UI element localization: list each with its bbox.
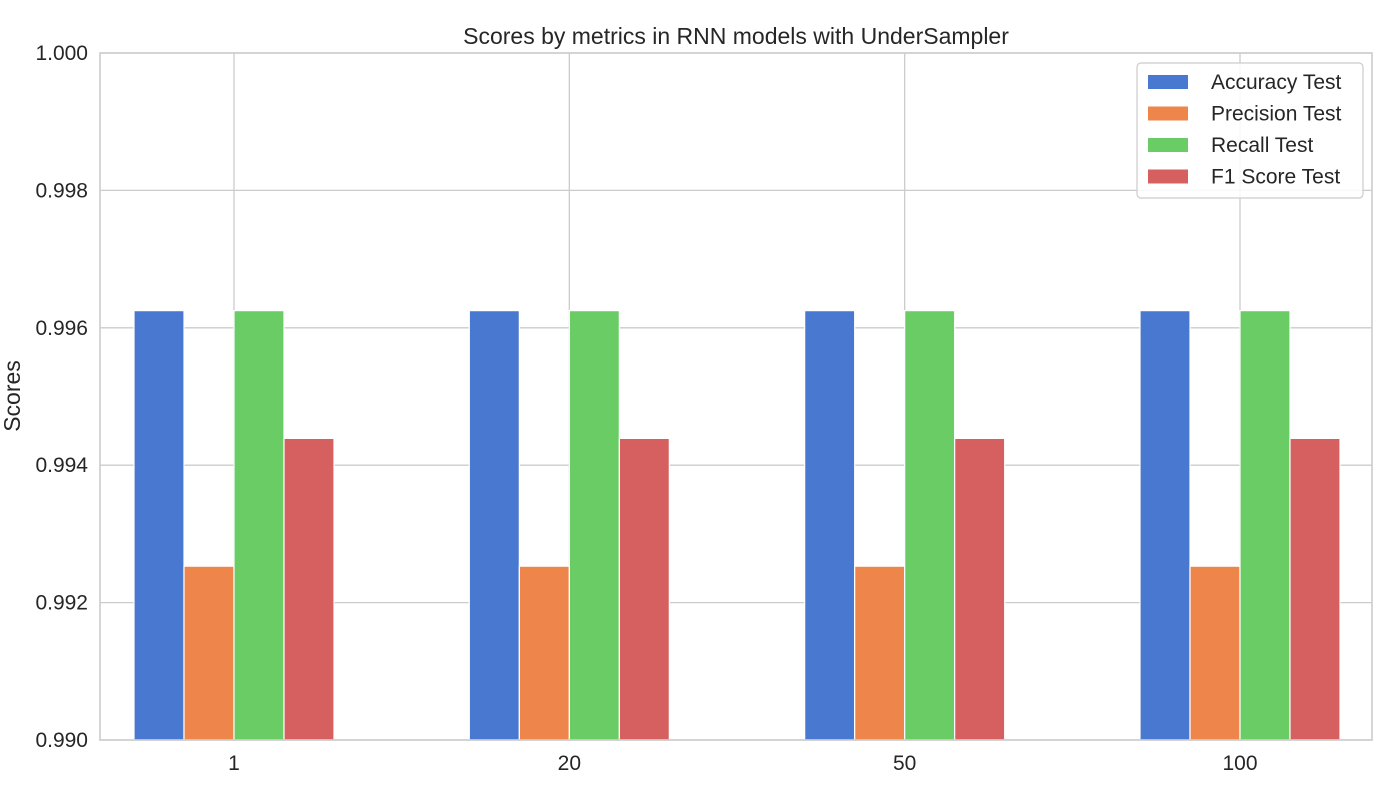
x-tick-label: 1 — [228, 752, 240, 775]
bar-accuracy-test-1 — [133, 310, 185, 741]
bar-f1-score-test-100 — [1289, 437, 1341, 741]
bar-accuracy-test-20 — [468, 310, 520, 741]
bar-recall-test-100 — [1239, 310, 1291, 741]
legend-swatch — [1148, 75, 1188, 89]
bar-precision-test-1 — [183, 565, 235, 741]
bar-precision-test-50 — [854, 565, 906, 741]
x-tick-label: 20 — [558, 752, 581, 775]
legend-label: Accuracy Test — [1211, 71, 1341, 94]
bar-f1-score-test-50 — [954, 437, 1006, 741]
legend-box — [1136, 62, 1364, 199]
y-tick-label: 0.998 — [35, 179, 88, 202]
legend-label: F1 Score Test — [1211, 166, 1340, 189]
legend: Accuracy Test Precision Test Recall Test F1… — [1136, 62, 1364, 199]
y-tick-label: 1.000 — [35, 42, 88, 65]
bar-precision-test-100 — [1189, 565, 1241, 741]
bar-precision-test-20 — [518, 565, 570, 741]
bar-f1-score-test-20 — [618, 437, 670, 741]
legend-swatch — [1148, 169, 1188, 184]
bars — [133, 310, 1341, 741]
y-tick-label: 0.992 — [35, 592, 88, 615]
chart-title: Scores by metrics in RNN models with Und… — [463, 23, 1009, 49]
x-tick-label: 50 — [893, 752, 916, 775]
legend-swatch — [1148, 138, 1188, 152]
y-tick-label: 0.990 — [35, 729, 88, 752]
x-tick-label: 100 — [1222, 752, 1257, 775]
bar-recall-test-1 — [233, 310, 285, 741]
bar-accuracy-test-100 — [1139, 310, 1191, 741]
legend-label: Recall Test — [1211, 134, 1313, 157]
y-tick-label: 0.996 — [35, 317, 88, 340]
legend-label: Precision Test — [1211, 103, 1342, 126]
bar-recall-test-20 — [568, 310, 620, 741]
ticks: 0.990 0.992 0.994 0.996 0.998 1.000 1 20 50 100 — [35, 42, 1257, 775]
plot-frame — [99, 52, 1373, 741]
bar-accuracy-test-50 — [804, 310, 856, 741]
legend-swatch — [1148, 106, 1188, 121]
y-tick-label: 0.994 — [35, 454, 88, 477]
bar-f1-score-test-1 — [283, 437, 335, 741]
bar-recall-test-50 — [904, 310, 956, 741]
y-axis-label: Scores — [0, 360, 25, 432]
